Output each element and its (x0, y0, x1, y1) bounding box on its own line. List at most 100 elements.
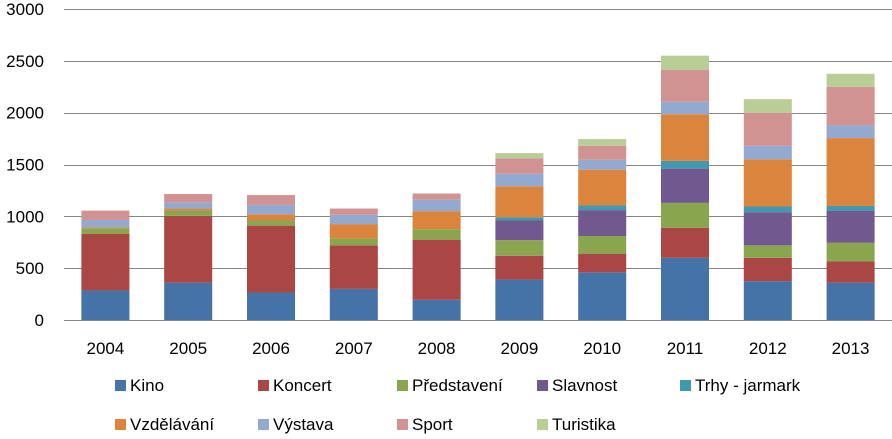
bar-trhy-jarmark-2012 (743, 206, 792, 213)
legend-swatch (258, 380, 269, 391)
bar-stack-2013 (826, 73, 875, 320)
x-tick-label: 2007 (335, 339, 373, 358)
bar-koncert-2009 (495, 255, 544, 280)
legend-swatch (537, 419, 548, 430)
bar-trhy-jarmark-2009 (495, 217, 544, 221)
bar-kino-2012 (743, 281, 792, 320)
y-tick-label: 1000 (6, 207, 44, 226)
x-tick-label: 2012 (749, 339, 787, 358)
bar-stack-2012 (743, 99, 792, 320)
bar-predstaveni-2011 (660, 202, 710, 228)
bar-vzdelavani-2007 (329, 224, 378, 239)
bar-trhy-jarmark-2011 (660, 160, 710, 169)
bar-vystava-2011 (660, 101, 710, 115)
bar-sport-2010 (578, 145, 627, 160)
legend-label: Sport (412, 415, 453, 434)
y-tick-label: 3000 (6, 0, 44, 19)
legend-label: Slavnost (552, 376, 617, 395)
bar-turistika-2009 (495, 153, 544, 159)
bar-kino-2009 (495, 279, 544, 320)
bar-kino-2005 (164, 282, 213, 320)
bar-kino-2004 (81, 290, 130, 320)
legend-swatch (258, 419, 269, 430)
bar-vzdelavani-2012 (743, 159, 792, 207)
bar-koncert-2005 (164, 215, 213, 283)
bar-koncert-2010 (578, 253, 627, 273)
bar-vzdelavani-2009 (495, 186, 544, 218)
legend-swatch (115, 419, 126, 430)
x-tick-label: 2011 (667, 339, 704, 358)
bar-sport-2008 (412, 193, 461, 200)
bar-koncert-2006 (246, 225, 296, 293)
bars (81, 55, 875, 320)
bar-stack-2010 (578, 139, 627, 320)
legend-label: Turistika (552, 415, 616, 434)
bar-sport-2004 (81, 210, 130, 220)
bar-slavnost-2012 (743, 212, 792, 246)
bar-sport-2012 (743, 112, 792, 146)
x-tick-label: 2004 (86, 339, 124, 358)
bar-sport-2005 (164, 194, 213, 203)
bar-vzdelavani-2008 (412, 211, 461, 230)
bar-vzdelavani-2011 (660, 114, 710, 161)
bar-koncert-2011 (660, 227, 710, 258)
bar-stack-2008 (412, 193, 461, 320)
legend-swatch (397, 419, 408, 430)
bar-vystava-2009 (495, 173, 544, 187)
bar-stack-2007 (329, 208, 378, 320)
bar-vystava-2008 (412, 199, 461, 212)
y-tick-label: 500 (16, 259, 44, 278)
bar-stack-2009 (495, 153, 544, 320)
bar-predstaveni-2005 (164, 210, 213, 216)
bar-vzdelavani-2005 (164, 208, 213, 211)
bar-vystava-2010 (578, 159, 627, 170)
bar-koncert-2004 (81, 233, 130, 291)
legend-label: Výstava (273, 415, 334, 434)
bar-kino-2008 (412, 299, 461, 320)
legend-label: Kino (130, 376, 164, 395)
x-tick-label: 2008 (418, 339, 456, 358)
legend-item-vystava: Výstava (258, 415, 334, 434)
legend-swatch (397, 380, 408, 391)
y-axis: 0 500 1000 1500 2000 2500 3000 (6, 0, 44, 330)
bar-predstaveni-2012 (743, 245, 792, 258)
legend-swatch (680, 380, 691, 391)
bar-vystava-2005 (164, 202, 213, 209)
legend-item-trhy-jarmark: Trhy - jarmark (680, 376, 801, 395)
bar-vystava-2004 (81, 219, 130, 228)
bar-vzdelavani-2004 (81, 227, 130, 229)
legend-label: Představení (412, 376, 503, 395)
x-tick-label: 2009 (500, 339, 538, 358)
bar-koncert-2008 (412, 239, 461, 300)
bar-kino-2007 (329, 288, 378, 320)
bar-sport-2011 (660, 69, 710, 102)
bar-vystava-2013 (826, 125, 875, 139)
bar-kino-2010 (578, 272, 627, 320)
bar-predstaveni-2007 (329, 238, 378, 246)
bar-vzdelavani-2013 (826, 138, 875, 206)
bar-stack-2004 (81, 210, 130, 320)
bar-turistika-2010 (578, 139, 627, 146)
bar-kino-2011 (660, 257, 710, 320)
legend-item-sport: Sport (397, 415, 453, 434)
bar-koncert-2013 (826, 261, 875, 283)
bar-kino-2013 (826, 282, 875, 320)
bar-slavnost-2013 (826, 210, 875, 243)
bar-predstaveni-2008 (412, 229, 461, 240)
bar-predstaveni-2010 (578, 236, 627, 254)
bar-trhy-jarmark-2013 (826, 205, 875, 211)
bar-trhy-jarmark-2010 (578, 205, 627, 211)
bar-sport-2007 (329, 208, 378, 215)
bar-sport-2009 (495, 158, 544, 174)
bar-predstaveni-2004 (81, 228, 130, 234)
bar-predstaveni-2009 (495, 240, 544, 256)
bar-vystava-2012 (743, 145, 792, 160)
bar-vzdelavani-2006 (246, 214, 296, 221)
bar-sport-2013 (826, 86, 875, 126)
legend-swatch (537, 380, 548, 391)
bar-vzdelavani-2010 (578, 169, 627, 206)
legend-item-slavnost: Slavnost (537, 376, 617, 395)
bar-kino-2006 (246, 292, 296, 320)
legend-swatch (115, 380, 126, 391)
